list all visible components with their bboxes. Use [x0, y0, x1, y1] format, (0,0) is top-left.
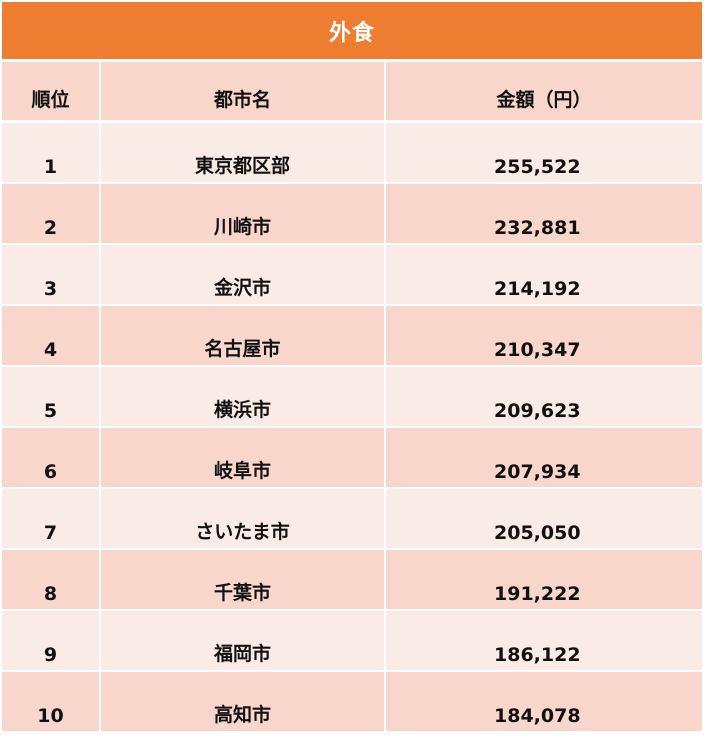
header-city: 都市名: [101, 62, 384, 120]
rank-cell: 4: [2, 306, 99, 365]
city-cell: 川崎市: [101, 184, 384, 243]
city-cell: 岐阜市: [101, 428, 384, 487]
city-cell: 金沢市: [101, 245, 384, 304]
amount-cell: 214,192: [386, 245, 702, 304]
amount-cell: 184,078: [386, 672, 702, 731]
rank-cell: 9: [2, 611, 99, 670]
city-cell: 名古屋市: [101, 306, 384, 365]
rank-cell: 5: [2, 367, 99, 426]
city-cell: さいたま市: [101, 489, 384, 548]
header-amount: 金額（円）: [386, 62, 702, 120]
city-cell: 千葉市: [101, 550, 384, 609]
rank-cell: 1: [2, 123, 99, 182]
table-row: 5 横浜市 209,623: [2, 367, 702, 426]
amount-cell: 207,934: [386, 428, 702, 487]
city-cell: 東京都区部: [101, 123, 384, 182]
table-row: 7 さいたま市 205,050: [2, 489, 702, 548]
rank-cell: 10: [2, 672, 99, 731]
amount-cell: 186,122: [386, 611, 702, 670]
table-row: 6 岐阜市 207,934: [2, 428, 702, 487]
city-cell: 福岡市: [101, 611, 384, 670]
amount-cell: 210,347: [386, 306, 702, 365]
amount-cell: 232,881: [386, 184, 702, 243]
header-rank: 順位: [2, 62, 99, 120]
amount-cell: 205,050: [386, 489, 702, 548]
rank-cell: 8: [2, 550, 99, 609]
table-row: 10 高知市 184,078: [2, 672, 702, 731]
ranking-table: 順位 都市名 金額（円） 1 東京都区部 255,522 2 川崎市 232,8…: [2, 62, 702, 733]
rank-cell: 7: [2, 489, 99, 548]
rank-cell: 6: [2, 428, 99, 487]
table-row: 2 川崎市 232,881: [2, 184, 702, 243]
table-row: 4 名古屋市 210,347: [2, 306, 702, 365]
table-row: 8 千葉市 191,222: [2, 550, 702, 609]
city-cell: 横浜市: [101, 367, 384, 426]
rank-cell: 3: [2, 245, 99, 304]
table-header-row: 順位 都市名 金額（円）: [2, 62, 702, 120]
table-row: 1 東京都区部 255,522: [2, 123, 702, 182]
table-title: 外食: [2, 2, 702, 59]
table-row: 9 福岡市 186,122: [2, 611, 702, 670]
city-cell: 高知市: [101, 672, 384, 731]
amount-cell: 255,522: [386, 123, 702, 182]
amount-cell: 191,222: [386, 550, 702, 609]
amount-cell: 209,623: [386, 367, 702, 426]
rank-cell: 2: [2, 184, 99, 243]
table-row: 3 金沢市 214,192: [2, 245, 702, 304]
